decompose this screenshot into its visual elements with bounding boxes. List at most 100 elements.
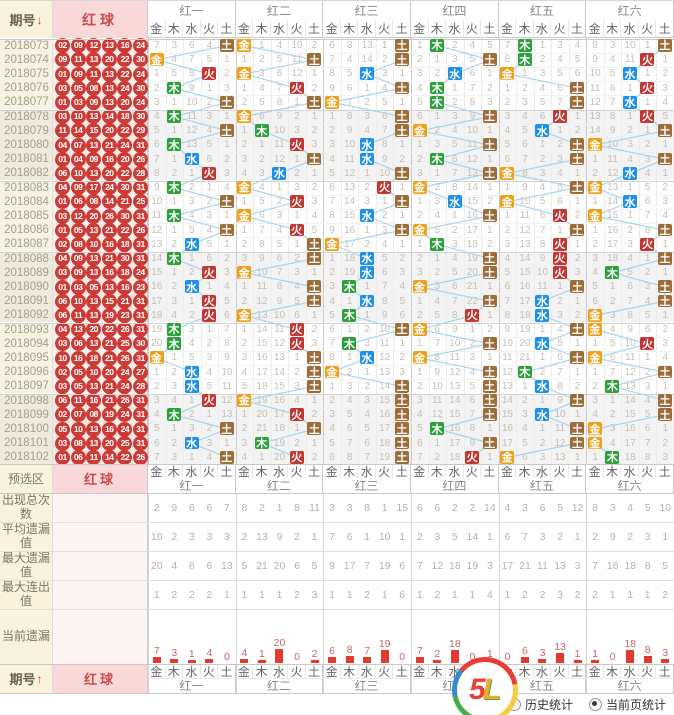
element-block-木: 木 [342, 280, 357, 294]
omission-cell: 1 [153, 68, 160, 80]
element-header: 火 [551, 20, 569, 38]
element-block-土: 土 [482, 110, 497, 124]
omission-cell: 12 [379, 352, 391, 364]
omission-cell: 11 [291, 54, 303, 66]
red-ball: 24 [117, 80, 133, 96]
omission-cell: 6 [522, 139, 528, 151]
stat-value: 8 [294, 501, 300, 514]
red-ball: 13 [101, 80, 117, 96]
omission-cell: 10 [379, 324, 391, 336]
element-block-木: 木 [167, 323, 182, 337]
stat-value: 6 [346, 530, 353, 543]
red-ball: 29 [133, 123, 148, 139]
red-ball: 07 [70, 407, 86, 423]
element-block-土: 土 [657, 394, 672, 408]
current-missing-cell: 0 [393, 609, 411, 664]
period-column-header[interactable]: 期号 ↓ [0, 1, 53, 38]
omission-cell: 15 [607, 210, 619, 222]
section-separator [0, 609, 674, 610]
footer-element-header: 金 [148, 664, 166, 679]
stat-label-current-missing: 当前遗漏 [0, 609, 53, 664]
element-block-金: 金 [324, 237, 339, 252]
group-header: 红二 [235, 1, 324, 20]
history-stats-option[interactable]: 历史统计 [507, 696, 573, 713]
current-missing-bar [240, 658, 249, 663]
omission-cell: 5 [504, 139, 511, 151]
element-block-火: 火 [289, 195, 304, 209]
element-header: 火 [288, 20, 306, 38]
current-missing-cell: 0 [499, 609, 517, 664]
stat-value: 7 [329, 530, 336, 543]
footer-group-header: 红三 [323, 678, 411, 693]
red-ball: 24 [117, 407, 133, 423]
preselect-element-header: 金 [323, 464, 341, 479]
omission-cell: 1 [644, 125, 651, 137]
red-ball: 31 [133, 137, 148, 153]
omission-cell: 1 [346, 295, 353, 307]
omission-cell: 9 [346, 125, 353, 137]
red-ball: 13 [86, 52, 102, 68]
omission-cell: 4 [329, 423, 335, 435]
omission-cell: 2 [364, 96, 370, 108]
omission-cell: 19 [379, 451, 391, 463]
current-missing-value: 0 [294, 651, 300, 663]
stat-value: 2 [469, 501, 476, 514]
omission-cell: 1 [399, 238, 405, 250]
period-cell: 2018082 [4, 167, 49, 180]
current-page-stats-option[interactable]: 当前页统计 [588, 696, 666, 713]
red-ball: 03 [55, 378, 70, 394]
omission-cell: 4 [557, 54, 563, 66]
omission-cell: 1 [627, 111, 633, 123]
omission-cell: 4 [609, 324, 616, 336]
red-ball: 13 [86, 251, 102, 267]
omission-cell: 17 [624, 437, 636, 449]
current-page-stats-radio[interactable] [588, 698, 602, 711]
omission-cell: 8 [346, 111, 353, 123]
red-ball: 01 [55, 279, 70, 295]
element-block-木: 木 [430, 422, 445, 436]
element-block-水: 水 [535, 124, 550, 138]
element-block-土: 土 [482, 209, 497, 223]
period-row-bg [0, 322, 53, 337]
period-cell: 2018102 [4, 451, 49, 464]
element-block-土: 土 [570, 223, 585, 237]
omission-cell: 1 [311, 167, 318, 179]
omission-cell: 8 [329, 68, 335, 80]
omission-cell: 6 [364, 437, 370, 449]
omission-cell: 1 [206, 409, 213, 421]
red-ball: 13 [86, 265, 102, 281]
omission-cell: 9 [329, 224, 335, 236]
red-ball: 22 [117, 165, 133, 181]
omission-cell: 1 [592, 366, 598, 378]
omission-cell: 8 [276, 96, 283, 108]
red-ball: 30 [133, 52, 148, 68]
element-block-火: 火 [552, 209, 567, 223]
omission-cell: 7 [259, 224, 265, 236]
omission-cell: 8 [609, 111, 616, 123]
element-block-土: 土 [394, 408, 409, 422]
stat-label-max-consecutive: 最大连出值 [0, 580, 53, 609]
element-block-土: 土 [219, 195, 234, 209]
omission-cell: 3 [364, 111, 370, 123]
omission-cell: 5 [311, 224, 318, 236]
omission-cell: 9 [381, 309, 388, 321]
period-footer[interactable]: 期号 ↑ [0, 664, 53, 693]
omission-cell: 18 [607, 253, 619, 265]
omission-cell: 4 [189, 210, 195, 222]
omission-cell: 10 [554, 409, 566, 421]
omission-cell: 1 [206, 324, 213, 336]
red-ball: 21 [101, 251, 117, 267]
omission-cell: 11 [624, 352, 636, 364]
omission-cell: 3 [294, 125, 300, 137]
period-row-bg [0, 350, 53, 366]
omission-cell: 5 [469, 380, 476, 392]
element-block-土: 土 [219, 450, 234, 465]
current-missing-cell: 1 [183, 609, 201, 664]
omission-cell: 1 [539, 352, 546, 364]
omission-cell: 5 [504, 267, 511, 279]
omission-cell: 5 [329, 309, 335, 321]
stat-value: 5 [451, 530, 458, 543]
omission-cell: 10 [379, 167, 391, 179]
omission-cell: 1 [241, 196, 248, 208]
current-missing-bar [450, 650, 459, 663]
